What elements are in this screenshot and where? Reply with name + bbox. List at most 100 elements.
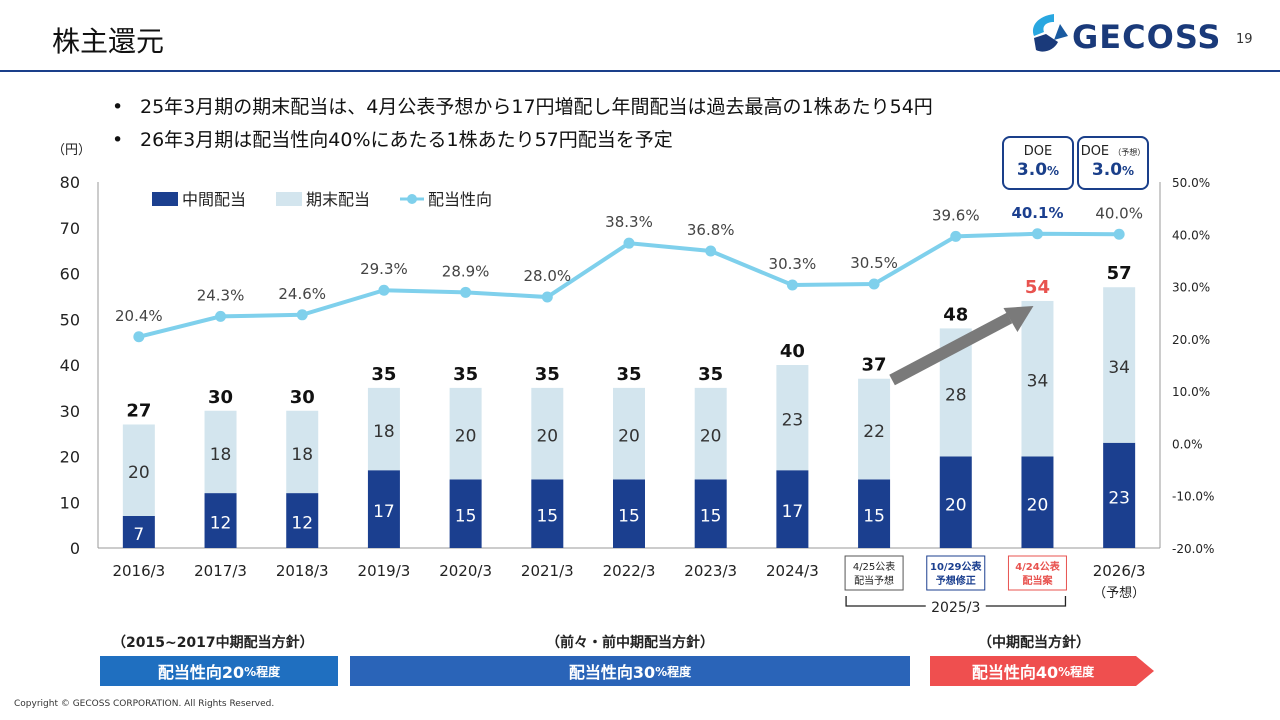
bar-total-label: 35 xyxy=(371,364,396,385)
doe-value: 3.0 xyxy=(1016,160,1048,180)
bar-value-final: 18 xyxy=(373,422,395,442)
bar-value-interim: 23 xyxy=(1108,488,1130,508)
bar-value-interim: 15 xyxy=(455,507,477,527)
x-tick-label-line1: 10/29公表 xyxy=(930,560,982,573)
x-tick-box xyxy=(926,555,986,591)
policy-bar-2: 配当性向30 %程度 xyxy=(350,656,910,686)
bar-total-label: 40 xyxy=(780,341,805,362)
bar-total-label: 27 xyxy=(126,400,151,421)
payout-ratio-label: 40.1% xyxy=(1011,204,1063,222)
copyright: Copyright © GECOSS CORPORATION. All Righ… xyxy=(14,699,275,709)
x-tick-label-line1: 4/24公表 xyxy=(1015,560,1061,573)
doe-label-suffix: （予想） xyxy=(1113,148,1146,157)
doe-value: 3.0 xyxy=(1091,160,1123,180)
bullet-dot: • xyxy=(112,96,124,118)
bar-final xyxy=(694,387,727,480)
y2-tick-label: -10.0% xyxy=(1172,490,1214,504)
bar-value-final: 20 xyxy=(455,427,477,447)
payout-ratio-label: 39.6% xyxy=(932,206,980,224)
payout-ratio-label: 38.3% xyxy=(605,213,653,231)
bar-total-label: 48 xyxy=(943,304,968,325)
x-tick-label: 2026/3 xyxy=(1093,562,1146,580)
bar-interim xyxy=(122,515,155,548)
x-tick-label: 2023/3 xyxy=(684,562,737,580)
bullet-1-text: 25年3月期の期末配当は、4月公表予想から17円増配し年間配当は過去最高の1株あ… xyxy=(140,96,933,118)
gecoss-logo-text: GECOSS xyxy=(1072,18,1222,56)
doe-box: DOE 3.0% xyxy=(1002,136,1074,190)
payout-ratio-point xyxy=(705,245,717,257)
bar-value-interim: 15 xyxy=(863,507,885,527)
bar-value-final: 28 xyxy=(945,385,967,405)
payout-ratio-point xyxy=(868,278,880,290)
bar-value-interim: 12 xyxy=(210,514,232,534)
bar-value-interim: 12 xyxy=(291,514,313,534)
bar-interim xyxy=(694,479,727,548)
header-divider xyxy=(0,70,1280,72)
x-tick-box xyxy=(1007,555,1067,591)
payout-ratio-point xyxy=(378,284,390,296)
bar-interim xyxy=(449,479,482,548)
bar-value-final: 20 xyxy=(536,427,558,447)
x-tick-label: 2021/3 xyxy=(521,562,574,580)
bar-value-final: 23 xyxy=(782,411,804,431)
payout-ratio-point xyxy=(296,309,308,321)
y-tick-label: 50 xyxy=(60,310,80,329)
policy-label: 配当性向20 xyxy=(157,663,245,682)
bar-value-interim: 17 xyxy=(373,502,395,522)
bar-interim xyxy=(204,493,237,548)
bar-total-label: 35 xyxy=(453,364,478,385)
x-tick-label-line1: 4/25公表 xyxy=(853,560,895,573)
bar-total-label: 35 xyxy=(616,364,641,385)
y-tick-label: 60 xyxy=(60,265,80,284)
bar-total-label: 54 xyxy=(1025,277,1050,298)
bar-value-final: 20 xyxy=(128,463,150,483)
payout-ratio-label: 30.5% xyxy=(850,254,898,272)
x-tick-sublabel: （予想） xyxy=(1093,585,1145,601)
increase-arrow-shaft xyxy=(889,312,1013,386)
bar-final xyxy=(531,387,564,480)
bar-interim xyxy=(367,470,400,548)
dividend-chart: （円） 0 10 20 30 40 50 60 70 80 -20.0% -10.0% 0.0% 10.0… xyxy=(52,143,1214,616)
y2-tick-label: 40.0% xyxy=(1172,228,1210,242)
payout-ratio-label: 30.3% xyxy=(769,255,817,273)
x-tick-label: 2018/3 xyxy=(276,562,329,580)
y2-tick-label: 10.0% xyxy=(1172,385,1210,399)
bar-value-interim: 15 xyxy=(700,507,722,527)
policy-head-2: （前々・前中期配当方針） xyxy=(546,635,714,651)
bar-total-label: 57 xyxy=(1107,263,1132,284)
bar-value-interim: 20 xyxy=(945,495,967,515)
bar-value-final: 34 xyxy=(1027,372,1049,392)
payout-ratio-point xyxy=(1113,228,1125,240)
legend-swatch-final xyxy=(276,192,302,206)
bar-interim xyxy=(613,479,645,548)
policy-suffix: %程度 xyxy=(244,664,281,679)
y-tick-label: 0 xyxy=(70,539,80,558)
page-title: 株主還元 xyxy=(52,25,165,58)
legend-label-payout: 配当性向 xyxy=(428,190,492,209)
bar-interim xyxy=(1103,442,1136,548)
payout-ratio-point xyxy=(623,237,635,249)
increase-arrow-head xyxy=(1003,306,1034,332)
payout-ratio-label: 24.3% xyxy=(197,286,245,304)
legend-swatch-interim xyxy=(152,192,178,206)
y-tick-label: 80 xyxy=(60,173,80,192)
bar-total-label: 30 xyxy=(290,387,315,408)
y-tick-label: 30 xyxy=(60,402,80,421)
bullet-1: • 25年3月期の期末配当は、4月公表予想から17円増配し年間配当は過去最高の1株… xyxy=(112,92,933,119)
group-label-bg xyxy=(925,598,986,614)
bar-value-interim: 17 xyxy=(782,502,804,522)
y-tick-label: 10 xyxy=(60,493,80,512)
y-tick-label: 70 xyxy=(60,219,80,238)
bar-total-label: 35 xyxy=(535,364,560,385)
payout-ratio-point xyxy=(215,310,227,322)
payout-ratio-label: 20.4% xyxy=(115,307,163,325)
x-tick-label-line2: 予想修正 xyxy=(936,574,976,587)
payout-ratio-point xyxy=(541,291,553,303)
y2-tick-label: 20.0% xyxy=(1172,333,1210,347)
payout-ratio-label: 24.6% xyxy=(278,285,326,303)
y2-tick-label: -20.0% xyxy=(1172,542,1214,556)
legend-label-final: 期末配当 xyxy=(306,190,370,209)
y2-tick-label: 0.0% xyxy=(1172,437,1203,451)
payout-ratio-label: 28.9% xyxy=(442,262,490,280)
x-tick-label: 2017/3 xyxy=(194,562,247,580)
